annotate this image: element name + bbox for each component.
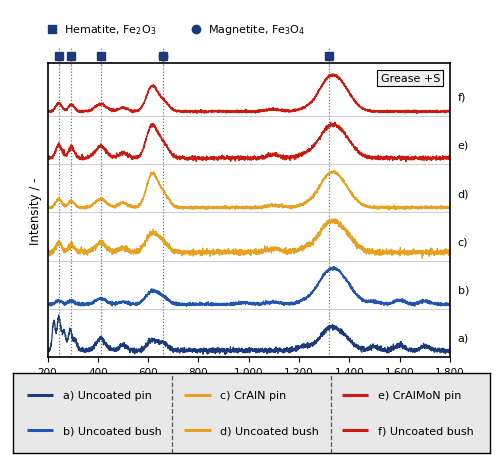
Text: f) Uncoated bush: f) Uncoated bush xyxy=(378,425,474,435)
Text: a): a) xyxy=(458,333,469,343)
Text: Grease +S: Grease +S xyxy=(380,74,440,84)
Text: f): f) xyxy=(458,92,466,102)
Text: c) CrAlN pin: c) CrAlN pin xyxy=(220,390,286,400)
Text: e) CrAlMoN pin: e) CrAlMoN pin xyxy=(378,390,461,400)
Y-axis label: Intensity / -: Intensity / - xyxy=(29,177,42,244)
Text: a) Uncoated pin: a) Uncoated pin xyxy=(62,390,152,400)
Text: d) Uncoated bush: d) Uncoated bush xyxy=(220,425,319,435)
Text: e): e) xyxy=(458,141,469,151)
Text: Magnetite, Fe$_3$O$_4$: Magnetite, Fe$_3$O$_4$ xyxy=(208,23,306,37)
Text: b): b) xyxy=(458,285,469,295)
Text: b) Uncoated bush: b) Uncoated bush xyxy=(62,425,162,435)
Text: d): d) xyxy=(458,189,469,198)
X-axis label: Raman shift ϑ / cm⁻¹: Raman shift ϑ / cm⁻¹ xyxy=(188,382,310,395)
Text: c): c) xyxy=(458,237,468,247)
Text: Hematite, Fe$_2$O$_3$: Hematite, Fe$_2$O$_3$ xyxy=(64,23,156,37)
